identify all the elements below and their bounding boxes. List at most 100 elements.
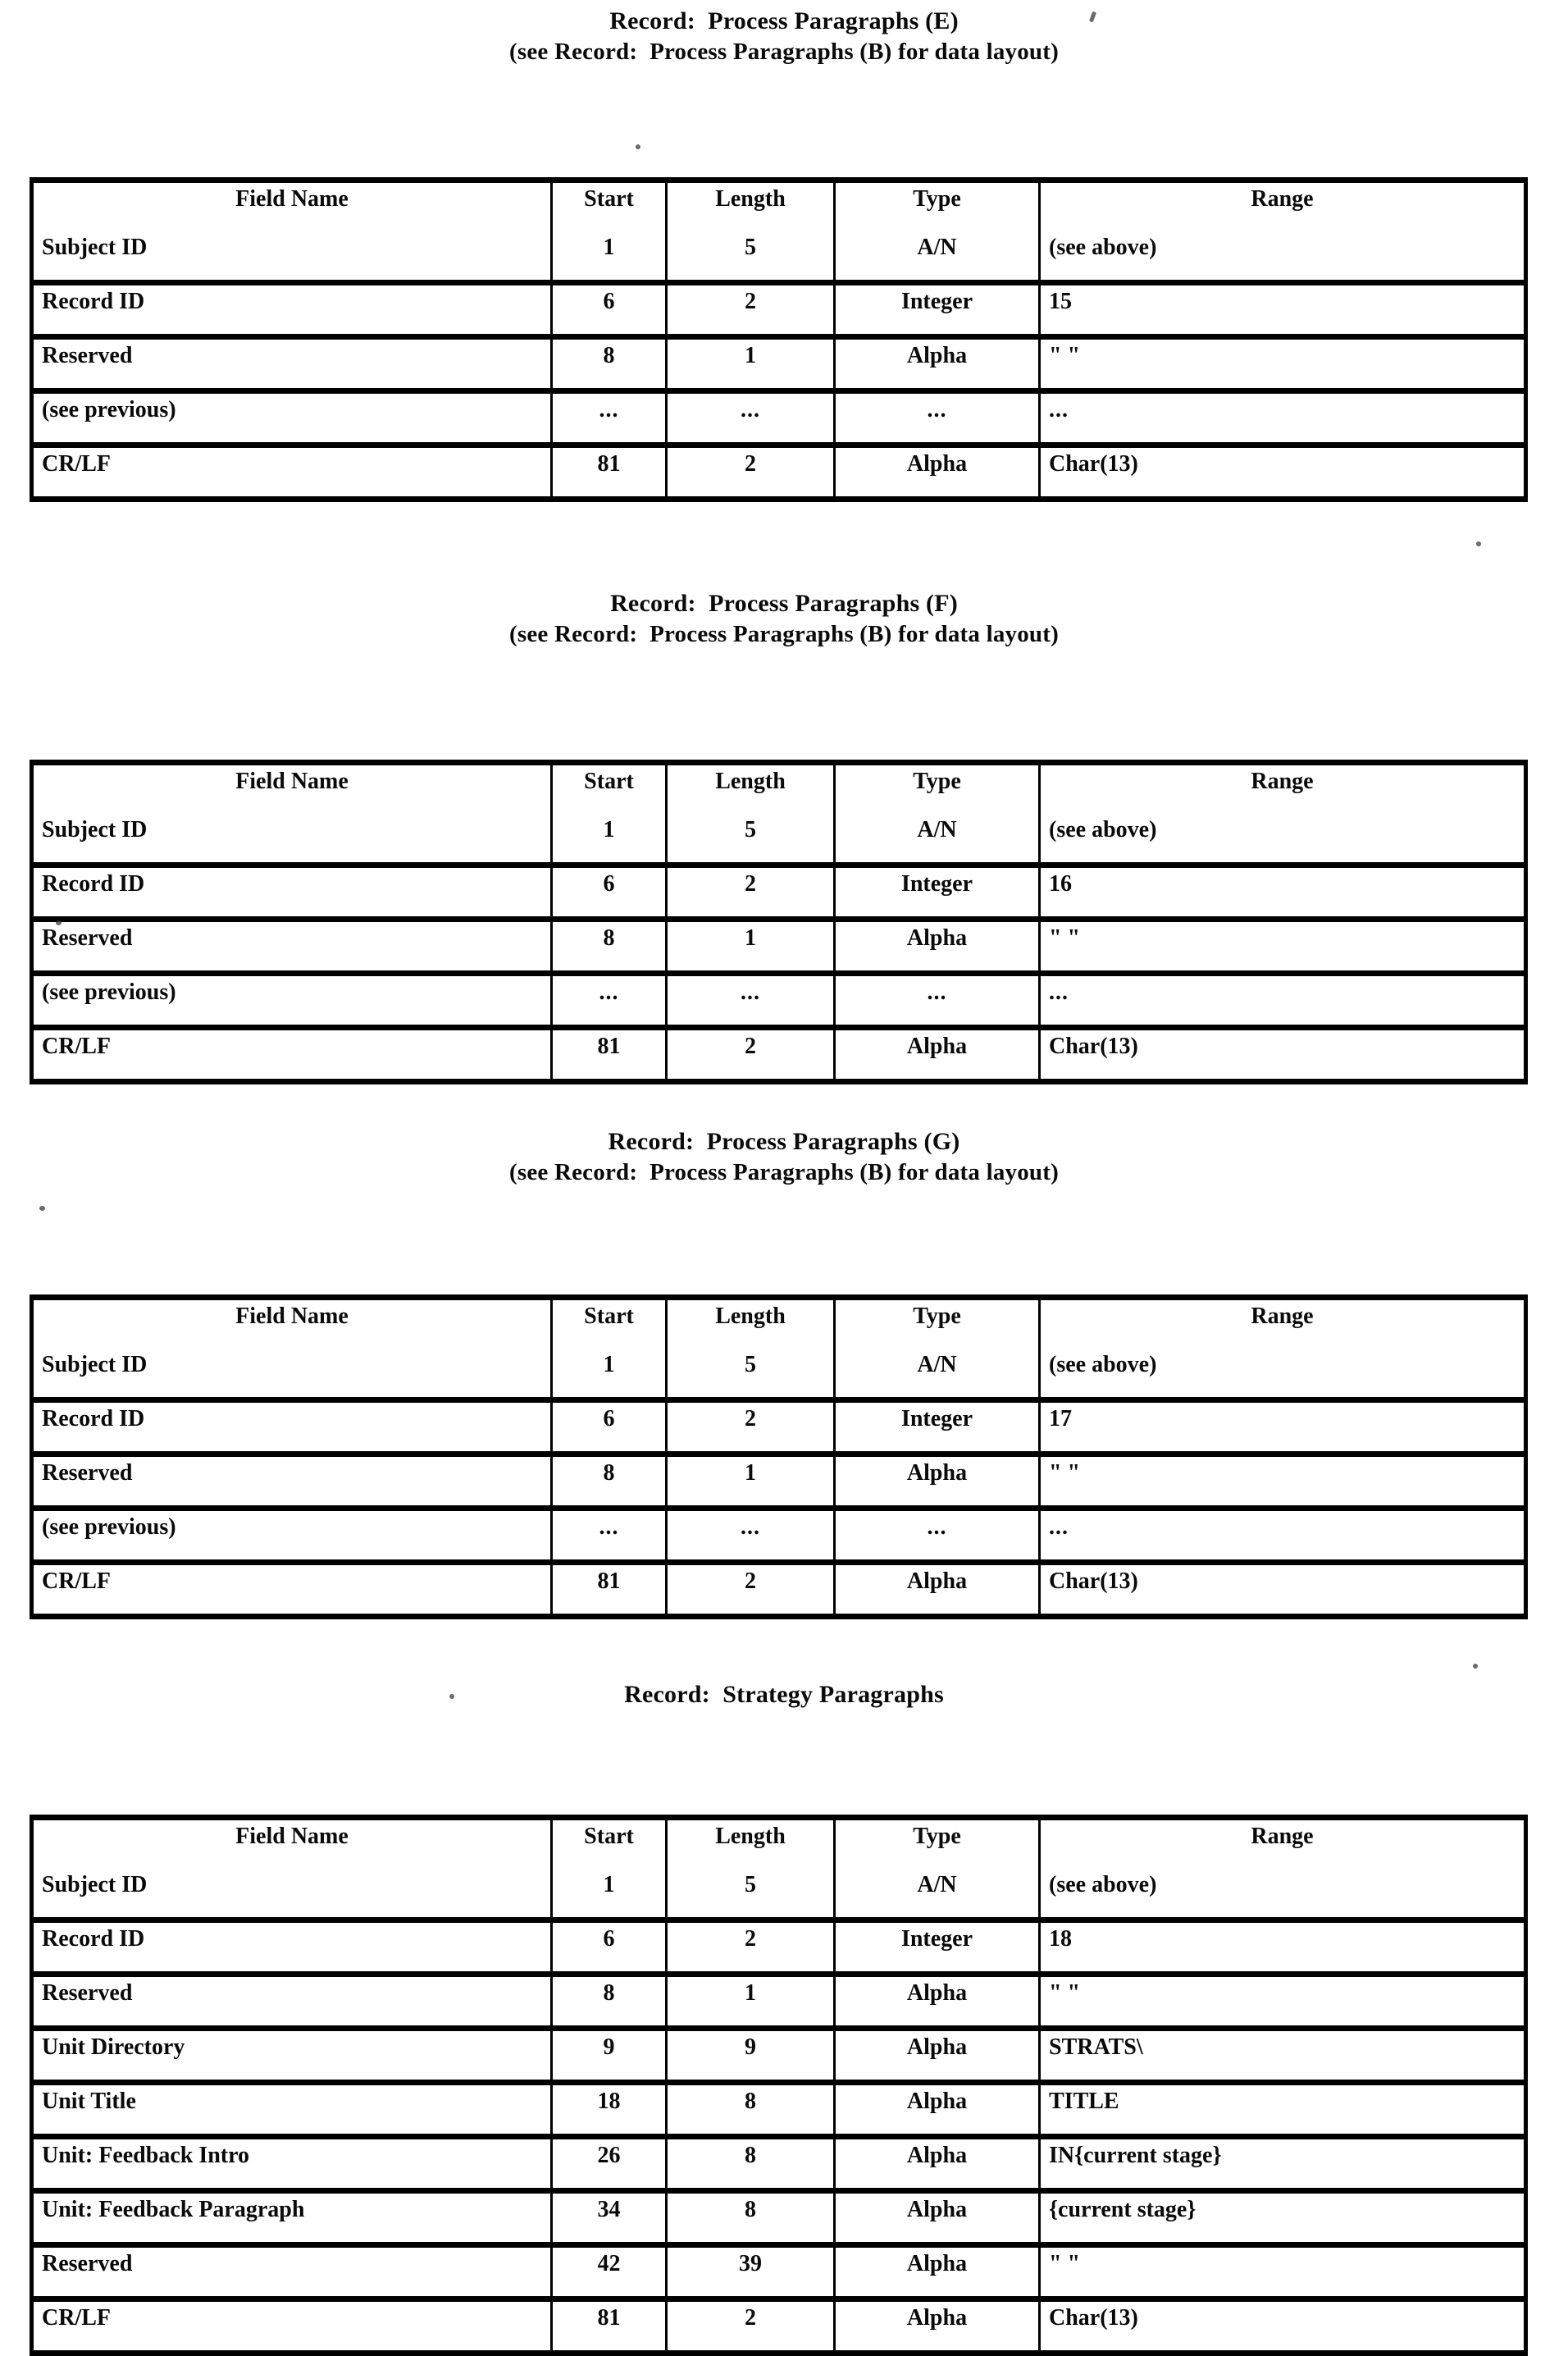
cell-start: 42: [552, 2245, 667, 2299]
record-table-process-paragraphs-f: Field Name Start Length Type Range Subje…: [0, 760, 1568, 1084]
cell-type: Alpha: [835, 2245, 1040, 2299]
cell-start: 1: [552, 231, 667, 283]
cell-range: 18: [1040, 1920, 1526, 1975]
cell-field-name: Reserved: [32, 337, 552, 391]
column-header-range: Range: [1040, 180, 1526, 232]
table-row: Subject ID 1 5 A/N (see above): [32, 231, 1526, 283]
section-heading-strategy-paragraphs: Record: Strategy Paragraphs: [0, 1678, 1568, 1710]
cell-length: 2: [667, 1028, 835, 1082]
field-layout-table: Field Name Start Length Type Range Subje…: [30, 1815, 1528, 2356]
cell-range: " ": [1040, 1454, 1526, 1509]
cell-length: 8: [667, 2083, 835, 2137]
table-row: Reserved 8 1 Alpha " ": [32, 337, 1526, 391]
cell-length: 2: [667, 445, 835, 500]
cell-length: 1: [667, 1975, 835, 2029]
section-title: Record: Process Paragraphs (E): [0, 5, 1568, 37]
table-row: Reserved 42 39 Alpha " ": [32, 2245, 1526, 2299]
cell-field-name: Record ID: [32, 1920, 552, 1975]
cell-type: Alpha: [835, 2137, 1040, 2191]
record-table-process-paragraphs-e: Field Name Start Length Type Range Subje…: [0, 177, 1568, 502]
table-row: (see previous) ... ... ... ...: [32, 391, 1526, 445]
cell-type: ...: [835, 974, 1040, 1028]
cell-range: Char(13): [1040, 1563, 1526, 1617]
cell-start: 6: [552, 1920, 667, 1975]
table-row: (see previous) ... ... ... ...: [32, 1509, 1526, 1563]
table-row: Unit Title 18 8 Alpha TITLE: [32, 2083, 1526, 2137]
cell-range: STRATS\: [1040, 2029, 1526, 2083]
cell-type: Alpha: [835, 1028, 1040, 1082]
scan-speck: [39, 1206, 45, 1211]
table-row: Subject ID 1 5 A/N (see above): [32, 1349, 1526, 1400]
table-row: Subject ID 1 5 A/N (see above): [32, 814, 1526, 865]
cell-range: (see above): [1040, 231, 1526, 283]
cell-field-name: Reserved: [32, 1975, 552, 2029]
column-header-length: Length: [667, 763, 835, 815]
table-row: (see previous) ... ... ... ...: [32, 974, 1526, 1028]
column-header-field-name: Field Name: [32, 1818, 552, 1870]
cell-range: (see above): [1040, 1869, 1526, 1920]
column-header-type: Type: [835, 180, 1040, 232]
column-header-range: Range: [1040, 763, 1526, 815]
cell-start: 1: [552, 1869, 667, 1920]
table-row: Reserved 8 1 Alpha " ": [32, 920, 1526, 974]
cell-length: 5: [667, 1349, 835, 1400]
cell-start: 81: [552, 1563, 667, 1617]
cell-field-name: Subject ID: [32, 814, 552, 865]
cell-range: {current stage}: [1040, 2191, 1526, 2245]
cell-field-name: Reserved: [32, 920, 552, 974]
cell-range: TITLE: [1040, 2083, 1526, 2137]
cell-length: 9: [667, 2029, 835, 2083]
cell-range: 17: [1040, 1400, 1526, 1454]
cell-range: ...: [1040, 1509, 1526, 1563]
table-header-row: Field Name Start Length Type Range: [32, 1818, 1526, 1870]
cell-field-name: Record ID: [32, 865, 552, 920]
cell-type: ...: [835, 1509, 1040, 1563]
cell-type: A/N: [835, 231, 1040, 283]
cell-field-name: Unit: Feedback Paragraph: [32, 2191, 552, 2245]
section-title: Record: Process Paragraphs (G): [0, 1125, 1568, 1157]
section-subtitle: (see Record: Process Paragraphs (B) for …: [0, 1157, 1568, 1189]
cell-type: Alpha: [835, 2029, 1040, 2083]
column-header-field-name: Field Name: [32, 180, 552, 232]
table-row: Record ID 6 2 Integer 18: [32, 1920, 1526, 1975]
cell-length: ...: [667, 974, 835, 1028]
cell-type: A/N: [835, 814, 1040, 865]
cell-type: Alpha: [835, 920, 1040, 974]
cell-field-name: Record ID: [32, 1400, 552, 1454]
field-layout-table: Field Name Start Length Type Range Subje…: [30, 177, 1528, 502]
cell-range: (see above): [1040, 1349, 1526, 1400]
cell-length: 8: [667, 2191, 835, 2245]
cell-field-name: Unit: Feedback Intro: [32, 2137, 552, 2191]
scan-speck: [56, 920, 62, 925]
table-row: Reserved 8 1 Alpha " ": [32, 1975, 1526, 2029]
table-header-row: Field Name Start Length Type Range: [32, 1298, 1526, 1349]
cell-range: ...: [1040, 391, 1526, 445]
table-row: CR/LF 81 2 Alpha Char(13): [32, 445, 1526, 500]
cell-range: ...: [1040, 974, 1526, 1028]
scan-speck: [1473, 1664, 1478, 1669]
cell-length: 1: [667, 337, 835, 391]
column-header-start: Start: [552, 180, 667, 232]
cell-range: " ": [1040, 337, 1526, 391]
cell-length: 39: [667, 2245, 835, 2299]
cell-length: 2: [667, 1920, 835, 1975]
cell-range: " ": [1040, 2245, 1526, 2299]
column-header-start: Start: [552, 1298, 667, 1349]
cell-field-name: (see previous): [32, 1509, 552, 1563]
table-row: Reserved 8 1 Alpha " ": [32, 1454, 1526, 1509]
table-row: Record ID 6 2 Integer 17: [32, 1400, 1526, 1454]
table-row: Record ID 6 2 Integer 15: [32, 283, 1526, 337]
cell-start: 26: [552, 2137, 667, 2191]
cell-start: 8: [552, 920, 667, 974]
cell-start: 8: [552, 1454, 667, 1509]
cell-start: 8: [552, 337, 667, 391]
column-header-field-name: Field Name: [32, 763, 552, 815]
column-header-type: Type: [835, 1818, 1040, 1870]
column-header-start: Start: [552, 763, 667, 815]
cell-start: 34: [552, 2191, 667, 2245]
cell-type: Integer: [835, 1920, 1040, 1975]
field-layout-table: Field Name Start Length Type Range Subje…: [30, 1294, 1528, 1619]
column-header-field-name: Field Name: [32, 1298, 552, 1349]
scan-speck: [1476, 541, 1481, 546]
table-row: Unit: Feedback Paragraph 34 8 Alpha {cur…: [32, 2191, 1526, 2245]
